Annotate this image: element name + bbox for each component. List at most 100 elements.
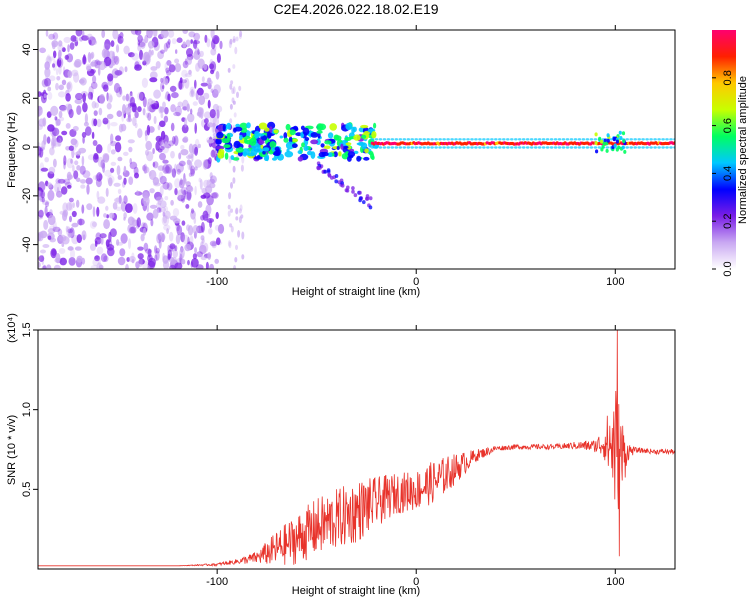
spectrogram-cell: [76, 105, 82, 115]
spectrogram-cell: [207, 99, 211, 109]
spectrogram-cell: [129, 226, 136, 234]
spectrogram-cell: [266, 131, 272, 139]
spectrogram-cell: [606, 138, 610, 143]
spectrogram-cell: [74, 139, 79, 148]
spectrogram-cell: [116, 110, 123, 117]
spectrogram-cell: [597, 146, 602, 149]
spectrogram-cell: [450, 146, 454, 149]
spectrogram-cell: [85, 177, 93, 185]
spectrogram-cell: [529, 138, 534, 141]
spectrogram-cell: [96, 172, 103, 182]
spectrogram-cell: [66, 158, 74, 169]
spectrogram-cell: [235, 244, 238, 251]
spectrogram-cell: [661, 138, 665, 141]
spectrogram-cell: [207, 122, 214, 128]
spectrogram-cell: [49, 147, 55, 156]
spectrogram-cell: [232, 100, 236, 105]
spectrogram-cell: [358, 190, 362, 195]
x-tick-label: 100: [606, 576, 624, 588]
spectrogram-cell: [41, 140, 46, 150]
spectrogram-cell: [110, 133, 114, 144]
spectrogram-cell: [645, 138, 649, 141]
spectrogram-cell: [58, 110, 63, 118]
spectrogram-cell: [211, 241, 217, 249]
spectrogram-cell: [229, 83, 233, 90]
spectrogram-cell: [219, 40, 223, 50]
spectrogram-cell: [641, 138, 645, 141]
spectrogram-cell: [386, 146, 391, 149]
spectrogram-cell: [224, 152, 229, 160]
spectrogram-cell: [621, 145, 625, 150]
spectrogram-cell: [303, 145, 309, 152]
spectrogram-cell: [103, 255, 109, 262]
spectrogram-cell: [158, 105, 163, 114]
y-tick-label: 40: [21, 43, 33, 55]
spectrogram-cell: [174, 178, 181, 189]
spectrogram-cell: [40, 249, 46, 254]
spectrogram-cell: [208, 63, 215, 70]
snr-x-ticks: -100 0 100: [206, 325, 624, 588]
spectrogram-cell: [194, 47, 200, 55]
spectrogram-cell: [173, 111, 181, 117]
spectrogram-cell: [333, 151, 338, 158]
spectrogram-cell: [167, 30, 175, 38]
snr-y-ticks: 0.5 1.0 1.5: [21, 322, 38, 497]
spectrogram-cell: [606, 133, 610, 138]
spectrogram-cell: [87, 91, 93, 100]
spectrogram-cell: [208, 157, 212, 165]
spectrogram-cell: [129, 158, 132, 165]
spectrogram-cell: [486, 146, 490, 149]
spectrogram-cell: [174, 58, 180, 64]
spectrogram-cell: [235, 207, 239, 215]
spectrogram-cell: [105, 205, 109, 211]
spectrogram-cell: [214, 258, 219, 264]
spectrogram-cell: [184, 73, 193, 78]
spectrogram-cell: [58, 91, 66, 98]
spectrogram-cell: [549, 146, 554, 149]
spectrogram-cell: [86, 184, 90, 195]
spectrogram-cell: [241, 155, 245, 164]
spectrogram-cell: [186, 48, 193, 57]
spectrogram-cell: [194, 146, 199, 156]
spectrogram-cell: [258, 122, 268, 130]
spectrogram-cell: [605, 148, 609, 153]
spectrogram-cell: [414, 146, 419, 149]
y-tick-label: 1.0: [21, 402, 33, 417]
spectrogram-cell: [163, 115, 169, 123]
spectrogram-cell: [190, 208, 195, 214]
spectrogram-cell: [291, 138, 298, 142]
spectrogram-cell: [181, 69, 188, 78]
spectrogram-cell: [623, 149, 627, 154]
spectrogram-cell: [589, 138, 594, 141]
spectrogram-cell: [72, 125, 79, 132]
spectrogram-cell: [204, 118, 209, 124]
spectrogram-cell: [181, 259, 186, 265]
spectrogram-cell: [115, 44, 120, 53]
spectrogram-cell: [637, 138, 641, 141]
spectrogram-cell: [175, 234, 181, 245]
spectrogram-cell: [442, 138, 446, 141]
spectrogram-cell: [86, 33, 93, 39]
spectrogram-cell: [234, 257, 238, 263]
spectrogram-cell: [153, 115, 157, 125]
spectrogram-cell: [187, 113, 195, 123]
spectrogram-cell: [206, 218, 214, 223]
spectrogram-cell: [605, 146, 610, 149]
spectrogram-cell: [149, 71, 158, 79]
spectrogram-cell: [46, 136, 51, 144]
spectrogram-cell: [533, 146, 538, 149]
spectrogram-cell: [360, 124, 369, 129]
spectrogram-cell: [211, 39, 216, 50]
spectrogram-cell: [181, 124, 189, 134]
spectrogram-cell: [159, 200, 167, 208]
spectrogram-cell: [59, 257, 67, 266]
spectrogram-cell: [206, 79, 213, 85]
spectrogram-cell: [70, 138, 78, 146]
spectrogram-cell: [132, 203, 138, 214]
spectrogram-cell: [215, 145, 225, 150]
spectrogram-cell: [60, 186, 68, 195]
spectrogram-cell: [115, 206, 122, 211]
spectrogram-cell: [625, 146, 629, 149]
spectrogram-cell: [80, 184, 86, 189]
spectrogram-cell: [188, 143, 194, 154]
